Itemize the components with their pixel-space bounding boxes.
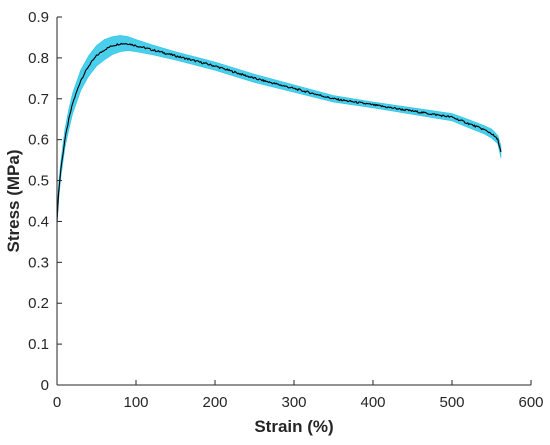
x-tick-label: 0	[53, 394, 61, 411]
variance-band	[56, 35, 502, 226]
x-tick-label: 400	[360, 394, 385, 411]
y-tick-label: 0	[41, 377, 49, 394]
x-ticks: 0 100 200 300 400 500 600	[53, 380, 544, 411]
y-tick-label: 0.3	[28, 254, 49, 271]
x-axis-title: Strain (%)	[254, 417, 333, 436]
y-tick-label: 0.9	[28, 9, 49, 26]
mean-curve-layer	[56, 42, 502, 222]
y-axis-title: Stress (MPa)	[4, 150, 23, 253]
y-tick-label: 0.4	[28, 213, 49, 230]
y-tick-label: 0.5	[28, 173, 49, 190]
variance-band-layer	[56, 35, 502, 226]
x-tick-label: 100	[123, 394, 148, 411]
x-tick-label: 300	[281, 394, 306, 411]
x-tick-label: 500	[439, 394, 464, 411]
x-tick-label: 600	[518, 394, 543, 411]
y-tick-label: 0.1	[28, 336, 49, 353]
y-tick-label: 0.2	[28, 295, 49, 312]
axes	[56, 17, 531, 386]
mean-stress-curve	[56, 42, 502, 222]
y-tick-label: 0.6	[28, 132, 49, 149]
x-tick-label: 200	[202, 394, 227, 411]
y-tick-label: 0.8	[28, 50, 49, 67]
y-tick-label: 0.7	[28, 91, 49, 108]
y-ticks: 0 0.1 0.2 0.3 0.4 0.5 0.6 0.7 0.8 0.9	[28, 9, 62, 394]
